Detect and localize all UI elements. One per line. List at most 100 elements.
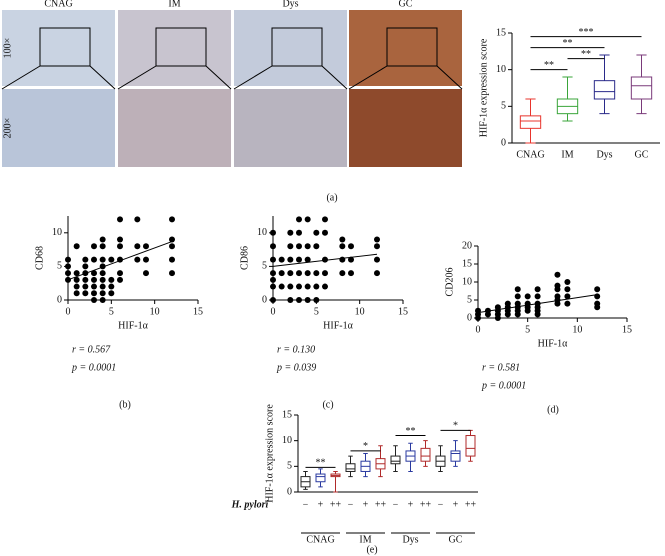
zoom-line [321, 65, 348, 90]
y-axis-label: CD206 [444, 268, 455, 297]
column-label: CNAG [44, 0, 72, 9]
y-tick-label: 5 [501, 101, 506, 112]
subgroup-label: − [393, 499, 399, 510]
point [91, 297, 97, 303]
point [296, 297, 302, 303]
point [117, 243, 123, 250]
x-tick-label: 10 [355, 306, 365, 317]
y-tick-label: 0 [262, 294, 267, 305]
point [82, 276, 89, 283]
subgroup-label: − [438, 499, 444, 510]
significance-label: ** [581, 49, 591, 60]
point [278, 270, 285, 277]
y-tick-label: 0 [501, 137, 506, 148]
subgroup-label: − [348, 499, 354, 510]
point [65, 270, 71, 277]
micrograph [2, 89, 115, 167]
box [450, 450, 461, 462]
point [99, 236, 106, 243]
micrograph [118, 10, 231, 86]
point [169, 236, 175, 243]
point [564, 286, 571, 293]
point [296, 243, 302, 250]
point [287, 229, 294, 236]
y-tick-label: 10 [52, 227, 62, 238]
box [593, 80, 616, 100]
y-axis-label: HIF-1α expression score [264, 404, 275, 503]
point [270, 270, 276, 277]
zoom-box [155, 27, 207, 67]
point [304, 283, 311, 290]
point [594, 300, 601, 307]
y-tick-label: 10 [462, 276, 472, 287]
y-tick-label: 5 [262, 261, 267, 272]
point [322, 256, 328, 263]
point [339, 256, 346, 263]
point [143, 256, 149, 263]
point [374, 270, 380, 277]
point [304, 270, 311, 277]
significance-label: * [453, 421, 458, 432]
point [91, 290, 97, 297]
point [169, 270, 175, 277]
point [296, 216, 302, 223]
y-tick-label: 10 [496, 64, 506, 75]
x-tick-label: 0 [476, 324, 481, 335]
significance-label: ** [563, 38, 573, 49]
x-axis-label: HIF-1α [538, 338, 568, 349]
x-tick-label: Dys [596, 149, 612, 160]
point [91, 270, 97, 277]
zoom-box [271, 27, 323, 67]
point [91, 276, 97, 283]
column-label: Dys [282, 0, 298, 9]
group-name: CNAG [306, 534, 334, 545]
point [117, 236, 123, 243]
box [519, 115, 542, 129]
x-tick-label: 5 [109, 306, 114, 317]
point [313, 283, 320, 290]
y-tick-label: 5 [287, 461, 292, 472]
stat: r = 0.130 [277, 344, 315, 355]
point [99, 276, 106, 283]
micrograph [234, 10, 347, 86]
point [304, 216, 311, 223]
point [108, 276, 115, 283]
point [117, 216, 123, 223]
zoom-line [89, 65, 116, 90]
significance-label: ** [316, 458, 326, 469]
point [296, 283, 302, 290]
box [630, 76, 653, 100]
zoom-line [348, 65, 388, 90]
group-name: IM [359, 534, 371, 545]
zoom-line [117, 65, 157, 90]
point [296, 256, 302, 263]
significance-label: ** [544, 60, 554, 71]
x-tick-label: 5 [314, 306, 319, 317]
point [287, 256, 294, 263]
point [270, 229, 276, 236]
subgroup-label: + [453, 499, 459, 510]
point [108, 256, 115, 263]
point [82, 263, 89, 270]
point [348, 270, 354, 277]
point [73, 290, 80, 297]
panel-label: (d) [547, 404, 559, 415]
point [287, 270, 294, 277]
x-tick-label: IM [561, 149, 573, 160]
subgroup-label: + [363, 499, 369, 510]
point [99, 270, 106, 277]
x-tick-label: 15 [622, 324, 632, 335]
stat: p = 0.0001 [481, 380, 526, 391]
trend-line [67, 241, 173, 281]
point [117, 276, 123, 283]
y-tick-label: 15 [496, 27, 506, 38]
point [348, 243, 354, 250]
micrograph [234, 89, 347, 167]
point [339, 236, 346, 243]
zoom-box [386, 27, 438, 67]
point [313, 270, 320, 277]
point [143, 243, 149, 250]
point [169, 216, 175, 223]
point [108, 290, 115, 297]
